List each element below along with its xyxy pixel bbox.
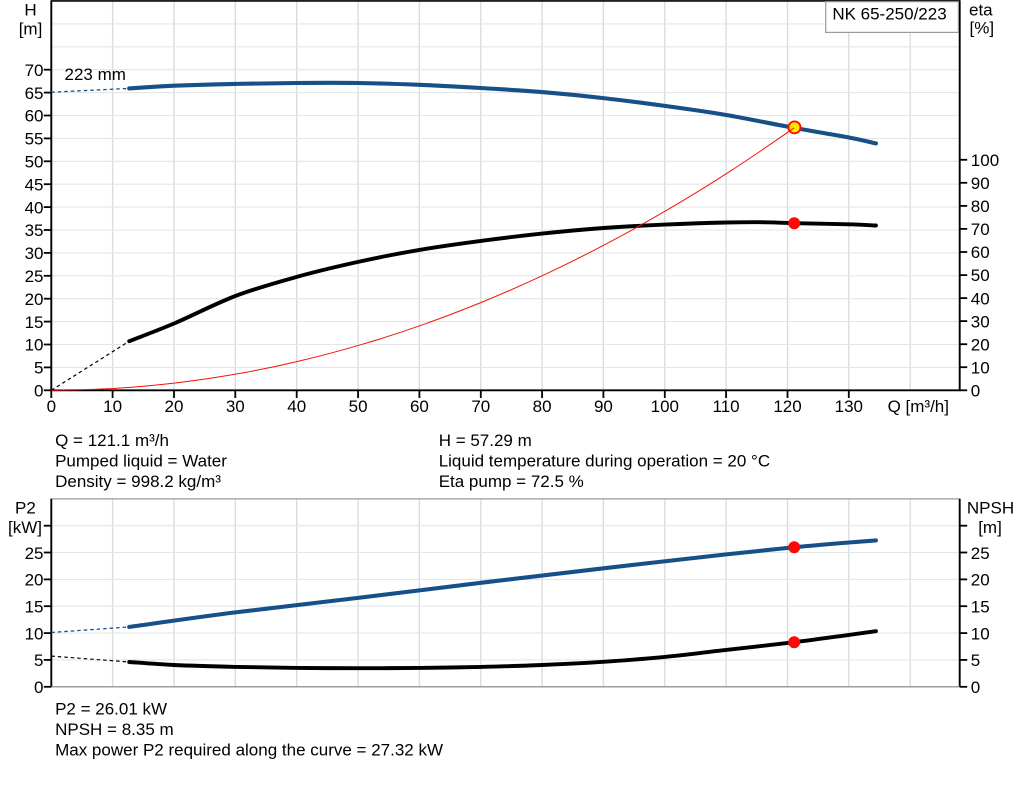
svg-text:eta: eta (969, 1, 993, 20)
svg-text:15: 15 (25, 313, 44, 332)
svg-text:[%]: [%] (970, 19, 995, 38)
svg-text:65: 65 (25, 84, 44, 103)
svg-text:90: 90 (594, 397, 613, 416)
svg-text:80: 80 (971, 197, 990, 216)
svg-text:90: 90 (971, 174, 990, 193)
svg-text:5: 5 (34, 651, 43, 670)
svg-text:25: 25 (25, 267, 44, 286)
svg-text:60: 60 (971, 243, 990, 262)
svg-text:0: 0 (34, 678, 43, 697)
svg-text:Max power P2 required along th: Max power P2 required along the curve = … (55, 741, 443, 760)
svg-text:P2 = 26.01 kW: P2 = 26.01 kW (55, 700, 167, 719)
svg-text:20: 20 (25, 290, 44, 309)
svg-text:55: 55 (25, 130, 44, 149)
svg-text:70: 70 (25, 61, 44, 80)
svg-text:Q [m³/h]: Q [m³/h] (888, 397, 949, 416)
svg-text:NPSH = 8.35 m: NPSH = 8.35 m (55, 720, 174, 739)
svg-text:0: 0 (34, 382, 43, 401)
svg-text:15: 15 (971, 598, 990, 617)
svg-text:30: 30 (25, 244, 44, 263)
svg-text:50: 50 (25, 153, 44, 172)
svg-text:100: 100 (651, 397, 679, 416)
svg-text:20: 20 (971, 335, 990, 354)
svg-text:H: H (24, 1, 36, 20)
svg-text:10: 10 (25, 336, 44, 355)
svg-text:110: 110 (713, 397, 740, 416)
svg-text:100: 100 (971, 151, 999, 170)
svg-text:60: 60 (25, 107, 44, 126)
svg-text:0: 0 (971, 678, 980, 697)
svg-text:H = 57.29 m: H = 57.29 m (439, 431, 532, 450)
svg-text:10: 10 (971, 358, 990, 377)
svg-text:5: 5 (971, 651, 980, 670)
svg-text:Q = 121.1 m³/h: Q = 121.1 m³/h (55, 431, 169, 450)
svg-text:40: 40 (287, 397, 306, 416)
svg-text:10: 10 (25, 624, 44, 643)
svg-text:Liquid temperature during oper: Liquid temperature during operation = 20… (439, 452, 770, 471)
svg-text:Pumped liquid = Water: Pumped liquid = Water (55, 452, 227, 471)
svg-text:5: 5 (34, 359, 43, 378)
svg-text:50: 50 (349, 397, 368, 416)
svg-text:25: 25 (25, 544, 44, 563)
svg-text:45: 45 (25, 175, 44, 194)
svg-text:30: 30 (226, 397, 245, 416)
svg-text:20: 20 (165, 397, 184, 416)
svg-text:130: 130 (835, 397, 863, 416)
svg-text:223 mm: 223 mm (65, 65, 126, 84)
svg-text:70: 70 (471, 397, 490, 416)
svg-text:[m]: [m] (19, 19, 43, 38)
svg-text:50: 50 (971, 266, 990, 285)
svg-text:P2: P2 (15, 498, 36, 517)
svg-text:0: 0 (47, 397, 56, 416)
svg-text:10: 10 (103, 397, 122, 416)
svg-text:NK 65-250/223: NK 65-250/223 (832, 5, 946, 24)
svg-text:60: 60 (410, 397, 429, 416)
svg-text:25: 25 (971, 544, 990, 563)
svg-text:70: 70 (971, 220, 990, 239)
svg-text:20: 20 (25, 571, 44, 590)
svg-text:120: 120 (773, 397, 801, 416)
svg-text:40: 40 (971, 289, 990, 308)
svg-text:80: 80 (533, 397, 552, 416)
svg-text:40: 40 (25, 198, 44, 217)
svg-text:35: 35 (25, 221, 44, 240)
svg-text:30: 30 (971, 312, 990, 331)
svg-text:15: 15 (25, 598, 44, 617)
svg-text:10: 10 (971, 624, 990, 643)
svg-text:Eta pump = 72.5 %: Eta pump = 72.5 % (439, 472, 584, 491)
svg-text:NPSH: NPSH (967, 498, 1014, 517)
svg-text:0: 0 (971, 382, 980, 401)
svg-text:[kW]: [kW] (8, 518, 42, 537)
svg-text:20: 20 (971, 571, 990, 590)
svg-text:[m]: [m] (978, 518, 1002, 537)
svg-text:Density = 998.2 kg/m³: Density = 998.2 kg/m³ (55, 472, 221, 491)
